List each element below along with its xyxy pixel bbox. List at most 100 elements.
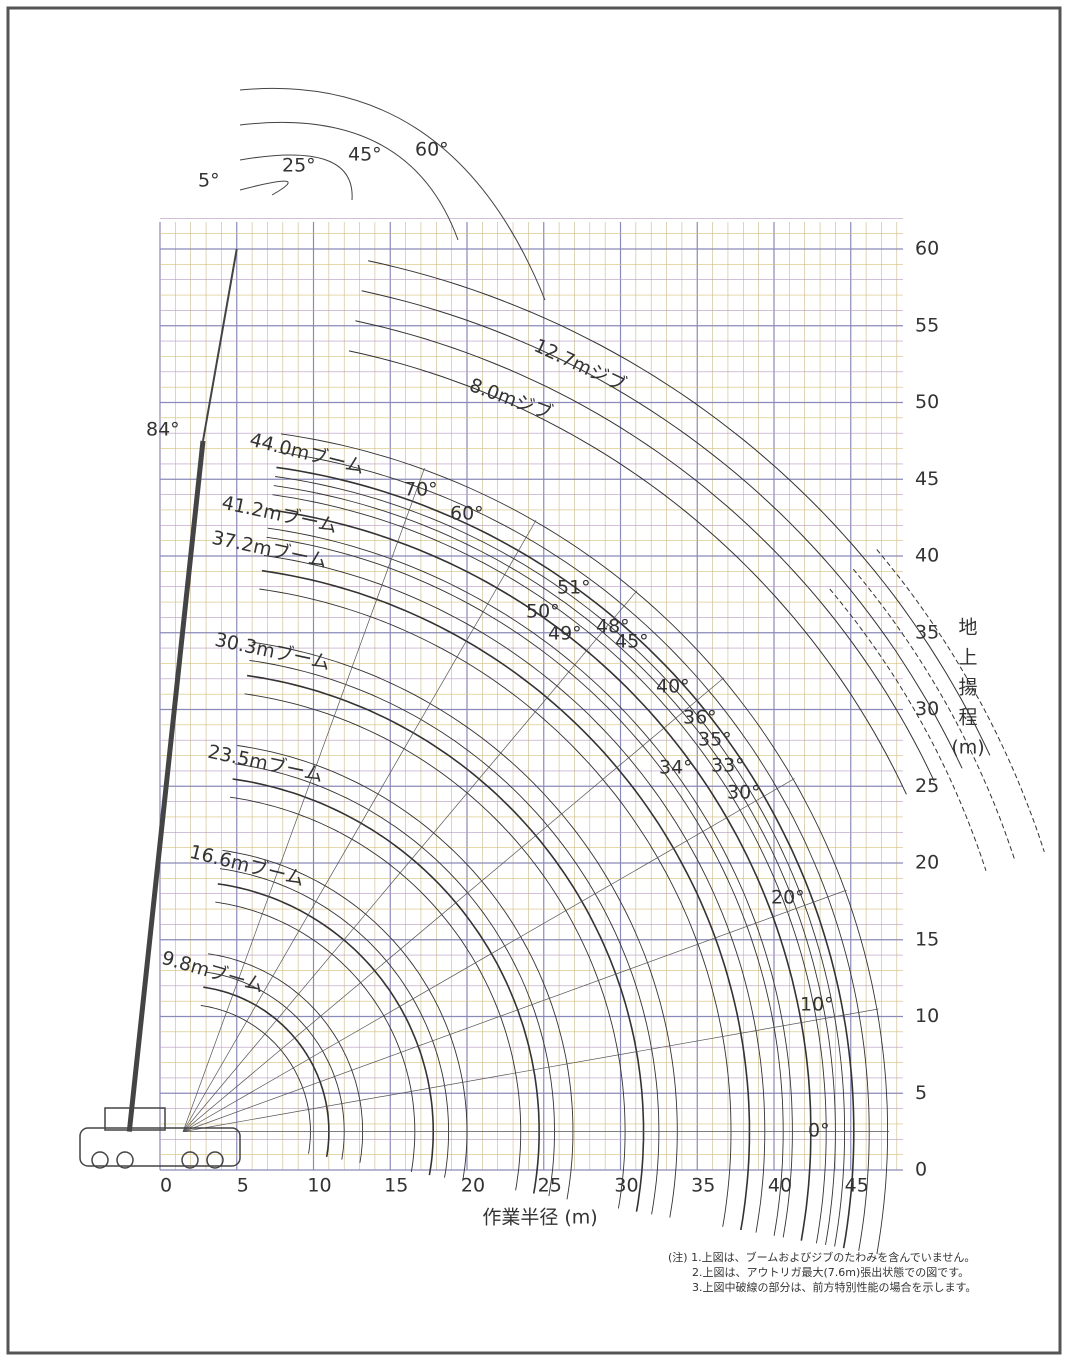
label: 35° [698, 729, 732, 751]
label: 36° [683, 707, 717, 729]
range-arc [215, 901, 416, 1172]
range-arc [237, 745, 574, 1200]
label: 55 [915, 314, 939, 336]
range-arc [261, 569, 751, 1231]
angle-line [182, 1008, 879, 1132]
label: 30 [614, 1175, 638, 1197]
label: 51° [557, 577, 591, 599]
range-arc [219, 868, 450, 1178]
range-arc [263, 555, 766, 1233]
range-arc [273, 485, 836, 1245]
label: (m) [951, 737, 984, 759]
label: 84° [146, 419, 180, 441]
range-arc [361, 290, 963, 769]
label: 30° [727, 782, 761, 804]
angle-line [182, 519, 537, 1132]
label: 48° [596, 616, 630, 638]
label: 20 [461, 1175, 485, 1197]
label: 3.上図中破線の部分は、前方特別性能の場合を示します。 [692, 1280, 976, 1294]
label: 44.0mブーム [247, 428, 366, 479]
label: 20° [771, 887, 805, 909]
offset-arc [239, 154, 353, 201]
range-arc [200, 1005, 311, 1154]
range-arc [278, 451, 870, 1251]
range-arc [275, 476, 846, 1247]
label: 5 [915, 1082, 927, 1104]
label: 作業半径 (m) [482, 1207, 597, 1229]
label: 地 [958, 617, 977, 639]
label: 23.5mブーム [206, 740, 325, 787]
label: 5 [237, 1175, 249, 1197]
range-arc [244, 693, 626, 1209]
label: 25 [538, 1175, 562, 1197]
range-arc [249, 659, 660, 1215]
label: 40 [915, 545, 939, 567]
label: 15 [915, 928, 939, 950]
label: 35 [915, 621, 939, 643]
label: (注) 1.上図は、ブームおよびジブのたわみを含んでいません。 [668, 1250, 975, 1264]
offset-arc [239, 121, 459, 241]
label: 10 [915, 1005, 939, 1027]
angle-line [182, 677, 725, 1132]
angle-line [182, 590, 638, 1132]
range-arc [229, 796, 522, 1191]
range-arc [232, 778, 540, 1194]
label: 70° [404, 479, 438, 501]
range-arc [246, 674, 645, 1212]
crane-truck [79, 1107, 241, 1169]
range-arc [251, 641, 678, 1218]
angle-line [182, 467, 425, 1132]
grid [159, 218, 903, 1171]
label: 49° [548, 623, 582, 645]
offset-arc [239, 87, 546, 301]
label: 50° [526, 601, 560, 623]
angle-line [182, 778, 795, 1132]
label: 30 [915, 698, 939, 720]
range-arc [272, 494, 827, 1244]
label: 8.0mジブ [466, 373, 555, 424]
range-arc [205, 971, 345, 1160]
range-arc [259, 588, 732, 1227]
range-arc [852, 568, 1016, 862]
label: 45 [845, 1175, 869, 1197]
label: 50 [915, 391, 939, 413]
range-arc [203, 986, 330, 1158]
label: 30.3mブーム [213, 628, 332, 675]
label: 45 [915, 468, 939, 490]
label: 60 [915, 238, 939, 260]
label: 40 [768, 1175, 792, 1197]
labels: 0 5 10 15 20 25 30 35 40 45 0 5 10 15 20 25 30 35 40 45 50 55… [146, 139, 985, 1295]
range-arc [222, 849, 468, 1181]
label: 40° [656, 676, 690, 698]
range-arc [876, 549, 1045, 852]
range-arc [217, 883, 435, 1176]
label: 0 [160, 1175, 172, 1197]
label: 37.2mブーム [210, 526, 329, 573]
label: 20 [915, 852, 939, 874]
range-arc [348, 350, 907, 795]
angle-line [182, 889, 847, 1132]
label: 33° [711, 755, 745, 777]
range-arc [266, 536, 784, 1236]
label: 15 [384, 1175, 408, 1197]
range-arc [270, 509, 812, 1241]
range-arc [829, 588, 987, 871]
boom-arcs [126, 87, 1045, 1255]
boom [126, 440, 206, 1132]
label: 2.上図は、アウトリガ最大(7.6m)張出状態での図です。 [692, 1265, 969, 1279]
range-arc [276, 466, 855, 1249]
page-frame [6, 6, 1062, 1355]
label: 60° [415, 139, 449, 161]
label: 0 [915, 1159, 927, 1181]
range-arc [234, 763, 555, 1197]
range-arc [367, 260, 991, 756]
range-arc [267, 527, 793, 1238]
label: 5° [198, 170, 220, 192]
range-arc [281, 433, 889, 1255]
label: 45° [348, 144, 382, 166]
range-arc [207, 953, 364, 1163]
jib [201, 248, 238, 442]
label: 10° [800, 994, 834, 1016]
label: 45° [615, 631, 649, 653]
